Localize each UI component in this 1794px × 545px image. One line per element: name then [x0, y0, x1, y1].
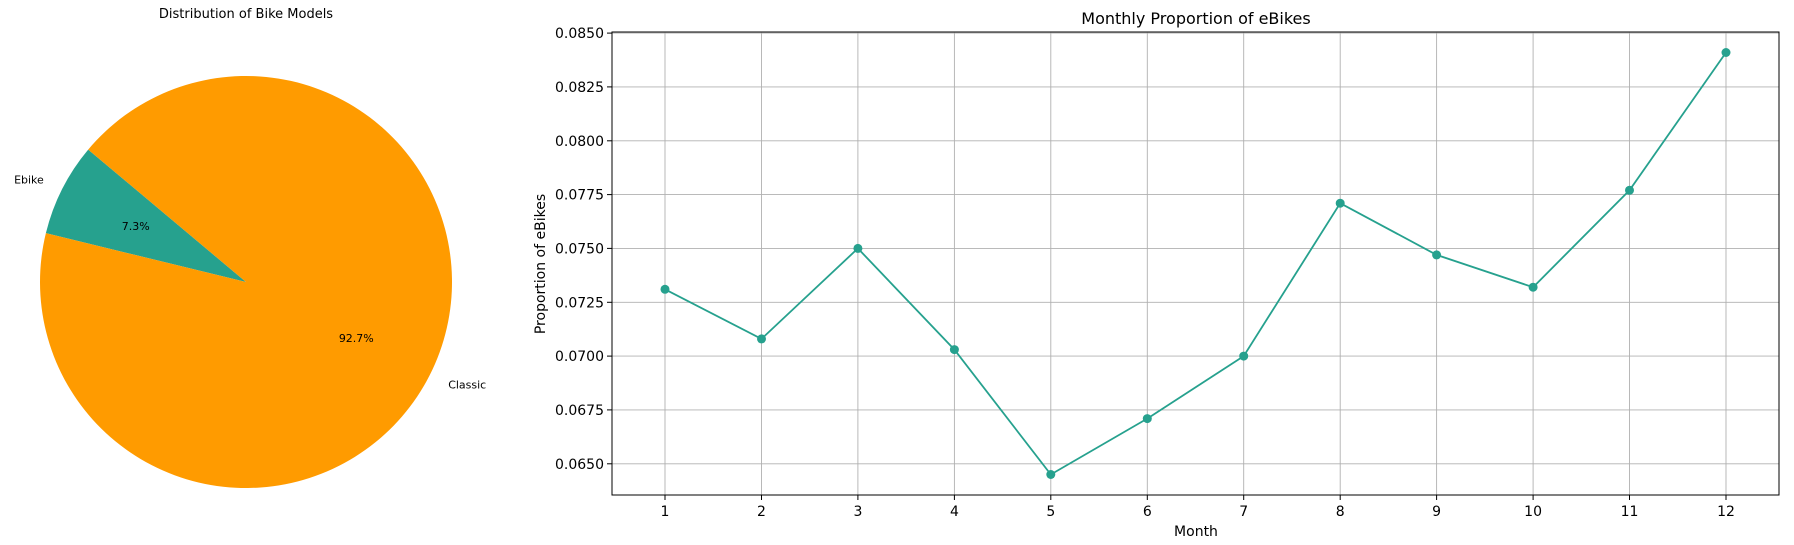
series-markers [660, 48, 1731, 479]
x-tick-label: 7 [1239, 504, 1248, 520]
pie-pct-classic: 92.7% [339, 332, 374, 345]
data-point-month-6 [1142, 414, 1152, 424]
pie-label-classic: Classic [448, 378, 486, 391]
data-point-month-12 [1721, 48, 1731, 57]
x-tick-label: 3 [853, 504, 862, 520]
x-tick-label: 6 [1143, 504, 1152, 520]
data-point-month-2 [757, 334, 766, 344]
x-tick-label: 9 [1432, 504, 1441, 520]
y-tick-label: 0.0650 [555, 457, 604, 473]
y-tick-label: 0.0775 [555, 188, 604, 204]
grid [612, 32, 1779, 495]
line-chart: Monthly Proportion of eBikes 1 2 3 4 5 6 7 8 9 10… [533, 9, 1780, 540]
y-tick-label: 0.0675 [555, 403, 604, 419]
x-tick-label: 10 [1524, 504, 1542, 520]
x-tick-label: 1 [661, 504, 670, 520]
y-tick-label: 0.0750 [555, 241, 604, 257]
y-ticks: 0.0650 0.0675 0.0700 0.0725 0.0750 0.0775 0.08… [555, 26, 612, 473]
x-ticks: 1 2 3 4 5 6 7 8 9 10 11 12 [661, 495, 1735, 520]
data-point-month-10 [1528, 282, 1538, 292]
data-point-month-9 [1432, 250, 1442, 260]
pie-labels: Ebike 7.3% Classic 92.7% [14, 174, 486, 392]
x-tick-label: 11 [1621, 504, 1639, 520]
y-tick-label: 0.0800 [555, 134, 604, 150]
data-point-month-8 [1335, 198, 1345, 208]
x-tick-label: 4 [950, 504, 959, 520]
pie-pct-ebike: 7.3% [122, 220, 150, 233]
x-axis-label: Month [1174, 524, 1218, 540]
data-point-month-7 [1239, 351, 1249, 361]
data-point-month-3 [853, 243, 863, 253]
y-tick-label: 0.0825 [555, 80, 604, 96]
data-point-month-11 [1625, 185, 1634, 195]
pie-chart: Distribution of Bike Models Ebike 7.3% Cla… [14, 7, 486, 488]
x-tick-label: 12 [1717, 504, 1735, 520]
data-point-month-4 [949, 345, 959, 355]
pie-title: Distribution of Bike Models [159, 7, 333, 22]
line-title: Monthly Proportion of eBikes [1081, 9, 1310, 28]
y-tick-label: 0.0850 [555, 26, 604, 42]
series-line [664, 51, 1727, 476]
pie-slice-classic [40, 75, 453, 488]
x-tick-label: 5 [1046, 504, 1055, 520]
y-tick-label: 0.0725 [555, 295, 604, 311]
data-point-month-1 [660, 284, 670, 294]
pie-label-ebike: Ebike [14, 174, 44, 187]
x-tick-label: 2 [757, 504, 766, 520]
plot-frame [611, 31, 1780, 496]
pie-slices [40, 75, 453, 488]
y-tick-label: 0.0700 [555, 349, 604, 365]
pie-slice-ebike [45, 149, 246, 282]
data-point-month-5 [1046, 470, 1056, 479]
y-axis-label: Proportion of eBikes [533, 194, 549, 334]
x-tick-label: 8 [1336, 504, 1345, 520]
